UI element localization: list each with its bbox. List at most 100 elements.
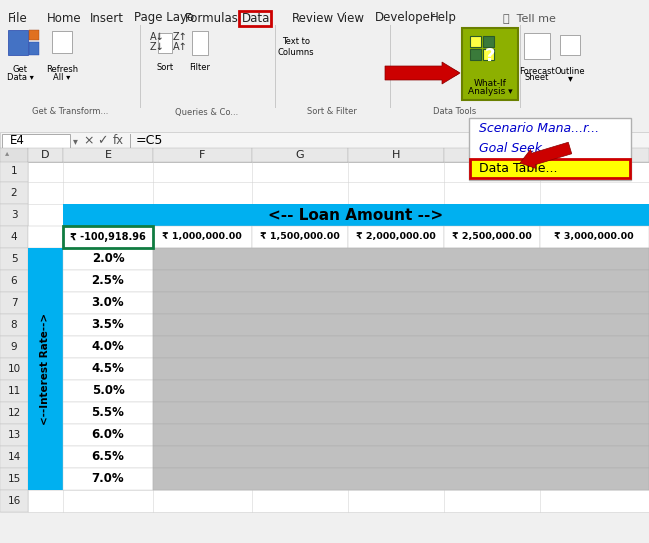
- Text: Scenario Mana...r...: Scenario Mana...r...: [479, 123, 599, 136]
- Bar: [0, 182, 28, 204]
- Text: Filter: Filter: [190, 62, 210, 72]
- Bar: [348, 148, 444, 162]
- Text: 3.0%: 3.0%: [92, 296, 125, 310]
- Bar: [540, 148, 649, 162]
- Text: 6: 6: [10, 276, 18, 286]
- Bar: [63, 204, 649, 226]
- Bar: [560, 35, 580, 55]
- Text: fx: fx: [113, 135, 124, 148]
- Text: Analysis ▾: Analysis ▾: [468, 87, 512, 97]
- Bar: [2, 134, 70, 148]
- Text: ₹ -100,918.96: ₹ -100,918.96: [70, 232, 146, 242]
- Bar: [153, 226, 252, 248]
- Text: Forecast: Forecast: [519, 66, 555, 75]
- Bar: [28, 424, 63, 446]
- Text: Get & Transform...: Get & Transform...: [32, 108, 108, 117]
- Text: <--Interest Rate-->: <--Interest Rate-->: [40, 313, 51, 425]
- Bar: [470, 49, 481, 60]
- Text: G: G: [296, 150, 304, 160]
- Bar: [28, 270, 63, 292]
- Bar: [28, 248, 63, 270]
- Text: 9: 9: [10, 342, 18, 352]
- Text: File: File: [8, 11, 28, 24]
- Bar: [153, 358, 649, 380]
- Bar: [483, 36, 494, 47]
- Text: D: D: [41, 150, 49, 160]
- Bar: [158, 33, 172, 53]
- Bar: [28, 380, 63, 402]
- Text: View: View: [337, 11, 365, 24]
- Bar: [0, 270, 28, 292]
- Text: E4: E4: [10, 135, 25, 148]
- Text: J: J: [593, 150, 596, 160]
- Text: What-If: What-If: [474, 79, 506, 89]
- Bar: [63, 380, 153, 402]
- Text: Refresh: Refresh: [46, 66, 78, 74]
- Bar: [153, 148, 252, 162]
- Bar: [0, 490, 28, 512]
- Text: Developer: Developer: [375, 11, 436, 24]
- FancyArrow shape: [520, 142, 572, 168]
- Text: 14: 14: [7, 452, 21, 462]
- Bar: [153, 446, 649, 468]
- Text: 3: 3: [10, 210, 18, 220]
- Bar: [483, 49, 494, 60]
- Text: Z↑: Z↑: [173, 32, 188, 42]
- Bar: [63, 336, 153, 358]
- Text: 7: 7: [10, 298, 18, 308]
- Text: 2.0%: 2.0%: [92, 252, 125, 266]
- Bar: [63, 358, 153, 380]
- Bar: [63, 248, 153, 270]
- Bar: [28, 314, 63, 336]
- Text: ×: ×: [83, 135, 93, 148]
- Bar: [63, 468, 153, 490]
- Text: H: H: [392, 150, 400, 160]
- Text: F: F: [199, 150, 205, 160]
- Bar: [0, 148, 649, 162]
- Text: E: E: [104, 150, 112, 160]
- Text: ₹ 1,000,000.00: ₹ 1,000,000.00: [162, 232, 242, 242]
- Bar: [29, 30, 39, 40]
- Text: Goal Seek...: Goal Seek...: [479, 142, 554, 155]
- Bar: [0, 314, 28, 336]
- Bar: [0, 105, 649, 119]
- Bar: [63, 424, 153, 446]
- Text: 8: 8: [10, 320, 18, 330]
- Text: Sheet: Sheet: [525, 73, 549, 83]
- Bar: [63, 292, 153, 314]
- Bar: [0, 336, 28, 358]
- Text: 12: 12: [7, 408, 21, 418]
- Bar: [153, 402, 649, 424]
- Bar: [28, 402, 63, 424]
- Text: Data Table...: Data Table...: [479, 162, 557, 175]
- Bar: [153, 292, 649, 314]
- Bar: [153, 380, 649, 402]
- Bar: [444, 226, 540, 248]
- Text: All ▾: All ▾: [53, 73, 71, 81]
- Bar: [63, 148, 153, 162]
- Text: Review: Review: [292, 11, 334, 24]
- FancyArrow shape: [385, 62, 460, 84]
- Text: ⌕  Tell me: ⌕ Tell me: [503, 13, 556, 23]
- Text: Data ▾: Data ▾: [6, 73, 34, 81]
- Text: 15: 15: [7, 474, 21, 484]
- Text: 6.0%: 6.0%: [92, 428, 125, 441]
- Bar: [0, 148, 28, 162]
- Text: 4: 4: [10, 232, 18, 242]
- Text: ₹ 2,000,000.00: ₹ 2,000,000.00: [356, 232, 436, 242]
- Text: Home: Home: [47, 11, 82, 24]
- Text: Formulas: Formulas: [185, 11, 239, 24]
- Bar: [29, 42, 39, 55]
- Bar: [470, 159, 630, 178]
- Bar: [252, 148, 348, 162]
- Text: Data Tools: Data Tools: [434, 108, 476, 117]
- Bar: [153, 336, 649, 358]
- Text: Page Layo: Page Layo: [134, 11, 194, 24]
- Bar: [348, 226, 444, 248]
- Text: Sort: Sort: [156, 62, 173, 72]
- Text: Sort & Filter: Sort & Filter: [307, 108, 357, 117]
- Text: 1: 1: [10, 166, 18, 176]
- Bar: [0, 132, 649, 150]
- Bar: [0, 0, 649, 140]
- Bar: [192, 31, 208, 55]
